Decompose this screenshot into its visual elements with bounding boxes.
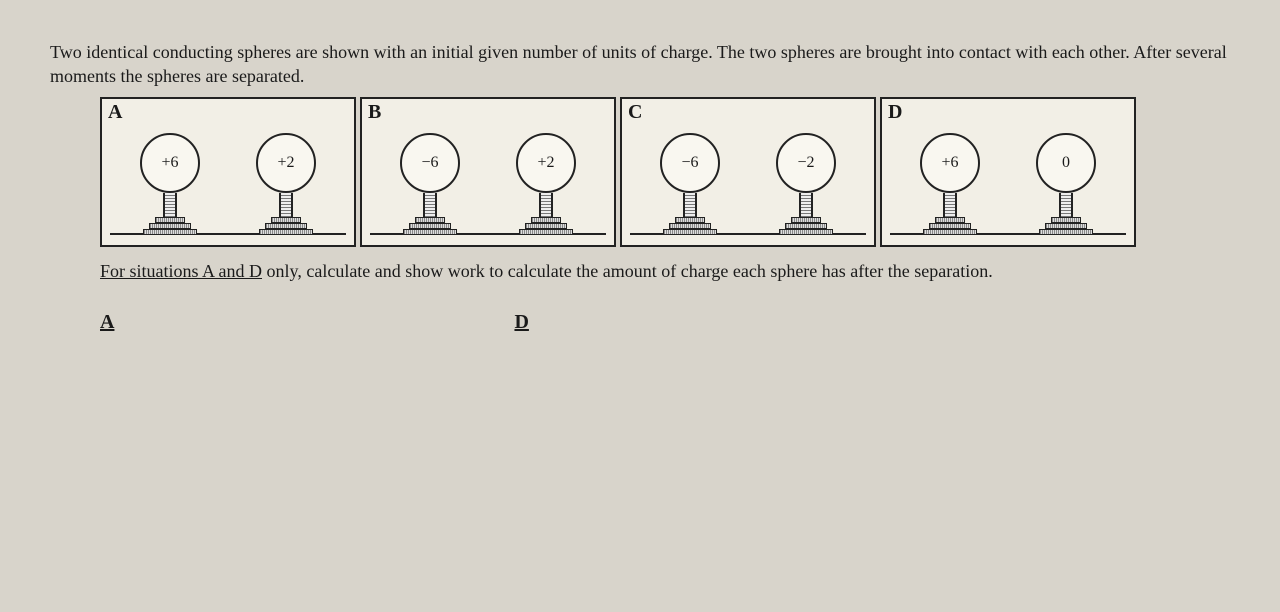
- charge-value: −6: [660, 133, 720, 193]
- stand-stem: [943, 193, 957, 217]
- instruction-underline: For situations A and D: [100, 261, 262, 281]
- stand-stem: [1059, 193, 1073, 217]
- charge-value: 0: [1036, 133, 1096, 193]
- sphere: +6: [140, 113, 200, 235]
- panel-label: D: [888, 101, 902, 124]
- sphere: −6: [660, 113, 720, 235]
- sphere: +2: [256, 113, 316, 235]
- panel-label: A: [108, 101, 122, 124]
- stand-base: [660, 217, 720, 235]
- stand-base: [516, 217, 576, 235]
- stand-stem: [539, 193, 553, 217]
- stand-stem: [423, 193, 437, 217]
- answer-label-d: D: [514, 311, 528, 334]
- stand-stem: [683, 193, 697, 217]
- stand-stem: [799, 193, 813, 217]
- sphere: 0: [1036, 113, 1096, 235]
- sphere: +2: [516, 113, 576, 235]
- stand-base: [1036, 217, 1096, 235]
- charge-value: +2: [256, 133, 316, 193]
- stand-stem: [279, 193, 293, 217]
- stand-base: [140, 217, 200, 235]
- panel-c: C −6 −2: [620, 97, 876, 247]
- panel-b: B −6 +2: [360, 97, 616, 247]
- instruction-text: For situations A and D only, calculate a…: [100, 259, 1230, 283]
- panel-row: A +6 +2 B −6 +2: [100, 97, 1230, 247]
- panel-label: B: [368, 101, 381, 124]
- charge-value: −6: [400, 133, 460, 193]
- charge-value: +6: [920, 133, 980, 193]
- stand-base: [920, 217, 980, 235]
- sphere: −2: [776, 113, 836, 235]
- stand-stem: [163, 193, 177, 217]
- charge-value: +6: [140, 133, 200, 193]
- stand-base: [256, 217, 316, 235]
- answer-headers: A D: [100, 311, 1230, 334]
- panel-d: D +6 0: [880, 97, 1136, 247]
- panel-a: A +6 +2: [100, 97, 356, 247]
- answer-label-a: A: [100, 311, 114, 334]
- charge-value: −2: [776, 133, 836, 193]
- problem-statement: Two identical conducting spheres are sho…: [50, 40, 1230, 89]
- panel-label: C: [628, 101, 642, 124]
- stand-base: [400, 217, 460, 235]
- sphere: +6: [920, 113, 980, 235]
- sphere: −6: [400, 113, 460, 235]
- instruction-tail: only, calculate and show work to calcula…: [262, 261, 993, 281]
- stand-base: [776, 217, 836, 235]
- charge-value: +2: [516, 133, 576, 193]
